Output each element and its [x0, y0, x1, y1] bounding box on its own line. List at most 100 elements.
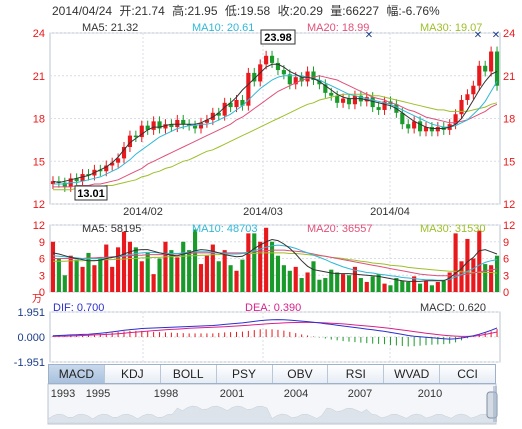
- header-change: -6.76%: [402, 4, 440, 18]
- price-candle-body: [80, 174, 85, 182]
- volume-bar: [311, 261, 316, 292]
- volume-bar: [252, 233, 257, 292]
- price-candle-body: [453, 114, 458, 125]
- price-event-marker: ✕: [474, 30, 482, 41]
- volume-bar: [139, 261, 144, 292]
- volume-bar: [441, 280, 446, 292]
- volume-y-tick-label-right: 3: [503, 270, 509, 282]
- tab-obv[interactable]: OBV: [273, 365, 329, 383]
- price-candle-body: [400, 112, 405, 125]
- price-candle-body: [494, 51, 500, 86]
- price-candle-body: [181, 119, 186, 125]
- volume-y-tick-label-right: 9: [503, 237, 509, 249]
- volume-bar: [187, 250, 192, 292]
- price-candle-body: [317, 80, 322, 85]
- volume-bar: [240, 259, 245, 292]
- price-candle-body: [311, 71, 316, 81]
- price-candle-body: [210, 112, 215, 120]
- price-candle-body: [299, 77, 304, 82]
- tab-rsi[interactable]: RSI: [328, 365, 385, 383]
- price-candle-body: [157, 121, 162, 129]
- price-y-tick-label-right: 12: [503, 199, 515, 211]
- price-x-tick-label: 2014/03: [243, 206, 283, 218]
- volume-bar: [98, 257, 103, 292]
- price-candle-body: [240, 99, 245, 106]
- volume-bar: [364, 281, 369, 292]
- navigator-panel: 1993 1995 1998 2001 2004 2007 2010: [47, 383, 498, 425]
- tab-wvad[interactable]: WVAD: [384, 365, 441, 383]
- volume-ma20-line: [53, 249, 498, 277]
- price-candle-body: [187, 124, 192, 126]
- price-candle-body: [145, 125, 150, 130]
- tab-boll[interactable]: BOLL: [161, 365, 217, 383]
- volume-y-tick-label: 0: [39, 287, 45, 299]
- volume-bar: [406, 281, 411, 292]
- price-max-annotation-box: [260, 29, 296, 45]
- volume-bar: [50, 241, 56, 292]
- price-min-annotation-box: [74, 185, 108, 201]
- volume-bar: [465, 238, 470, 292]
- price-candle-body: [110, 162, 115, 166]
- price-y-tick-label-right: 15: [503, 156, 515, 168]
- volume-bar: [459, 261, 464, 292]
- navigator-range-window: [493, 386, 497, 422]
- price-candle-body: [86, 174, 91, 176]
- price-candle-body: [275, 62, 281, 71]
- price-y-tick-label: 18: [33, 114, 45, 126]
- price-candle-body: [151, 121, 156, 130]
- volume-bar: [222, 250, 227, 292]
- header-low-label: 低:: [225, 4, 240, 18]
- header-close-label: 收:: [278, 4, 293, 18]
- price-event-marker: ✕: [365, 30, 373, 41]
- header-open: 21.74: [135, 4, 165, 18]
- navigator-year-label: 2001: [220, 388, 244, 400]
- macd-legend-entry: DIF: 0.700: [53, 302, 104, 314]
- price-candle-body: [281, 70, 286, 75]
- volume-bar: [151, 274, 156, 292]
- volume-bar: [192, 229, 198, 292]
- navigator-year-label: 2004: [284, 388, 308, 400]
- price-candle-body: [323, 84, 328, 93]
- price-candle-body: [264, 55, 269, 65]
- macd-y-tick-label: -1.951: [14, 357, 45, 369]
- tab-macd[interactable]: MACD: [49, 365, 105, 383]
- volume-y-tick-label: 12: [33, 220, 45, 232]
- navigator-area: [47, 405, 497, 424]
- volume-bar: [346, 275, 352, 292]
- volume-bar: [293, 266, 298, 292]
- price-ma5-line: [52, 63, 498, 184]
- navigator-year-label: 1995: [86, 388, 110, 400]
- price-candle-body: [364, 97, 369, 102]
- price-candle-body: [417, 121, 423, 132]
- price-candle-body: [169, 124, 174, 128]
- price-y-tick-label: 24: [33, 28, 45, 40]
- price-candle-body: [477, 65, 482, 86]
- volume-bar: [388, 285, 393, 292]
- tab-kdj[interactable]: KDJ: [105, 365, 161, 383]
- tab-cci[interactable]: CCI: [457, 367, 478, 381]
- volume-ma-legend-entry: MA20: 36557: [307, 223, 372, 235]
- price-candle-body: [50, 181, 56, 185]
- price-candle-body: [489, 51, 494, 72]
- volume-bar: [62, 275, 67, 292]
- price-ma-legend-entry: MA30: 19.07: [420, 22, 482, 34]
- price-candle-body: [62, 182, 67, 187]
- volume-bar: [370, 276, 375, 292]
- volume-bar: [145, 252, 150, 292]
- volume-bar: [121, 231, 127, 292]
- macd-dif-line: [52, 319, 498, 340]
- volume-bar: [447, 272, 452, 292]
- tab-psy[interactable]: PSY: [217, 365, 273, 383]
- price-candle-body: [335, 95, 340, 103]
- indicator-tabs: MACD KDJ BOLL PSY OBV RSI WVAD CCI: [48, 364, 496, 384]
- volume-bar: [417, 283, 423, 292]
- header-close: 20.29: [293, 4, 323, 18]
- navigator-year-label: 1993: [51, 388, 75, 400]
- volume-bar: [210, 244, 215, 292]
- volume-bar: [110, 266, 115, 292]
- volume-bar: [412, 276, 417, 292]
- price-ma30-line: [53, 93, 498, 191]
- header-change-label: 幅:: [386, 3, 401, 18]
- price-candle-body: [56, 181, 61, 183]
